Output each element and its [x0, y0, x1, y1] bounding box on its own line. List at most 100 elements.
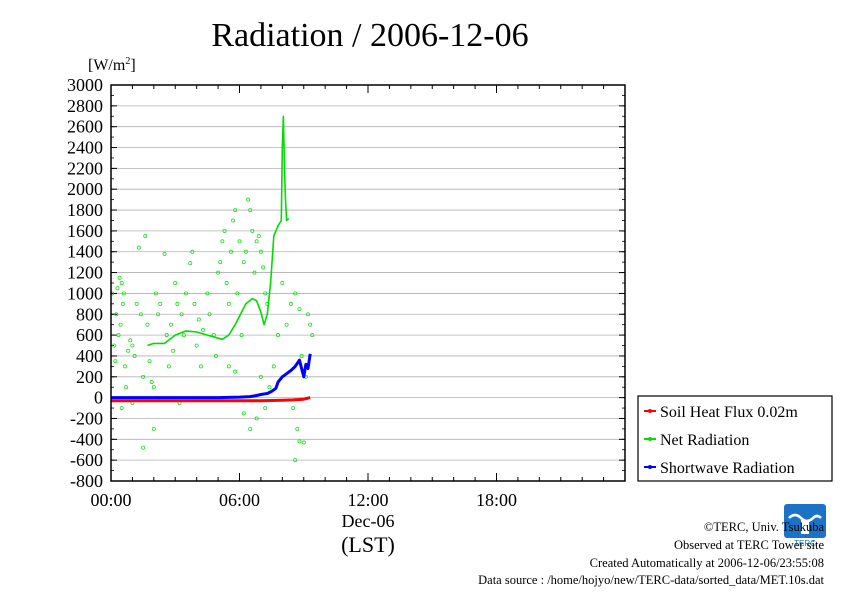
net-radiation-point — [192, 301, 197, 306]
net-radiation-point — [156, 312, 161, 317]
x-date-label: Dec-06 — [342, 511, 395, 531]
source-text: Data source : /home/hojyo/new/TERC-data/… — [478, 573, 824, 587]
net-radiation-point — [241, 260, 246, 265]
logo-stem — [801, 520, 809, 534]
y-tick-label: 600 — [76, 325, 103, 345]
net-radiation-point — [196, 317, 201, 322]
net-radiation-point — [258, 374, 263, 379]
net-radiation-point — [201, 327, 206, 332]
x-tick-label: 00:00 — [90, 490, 131, 510]
net-radiation-point — [119, 281, 124, 285]
net-radiation-point — [169, 322, 173, 327]
net-radiation-point — [151, 385, 156, 390]
net-radiation-point — [141, 374, 146, 379]
plot-frame — [110, 84, 626, 482]
y-tick-label: 400 — [76, 346, 103, 366]
net-radiation-point — [143, 234, 148, 239]
y-tick-label: 200 — [76, 367, 103, 387]
y-axis-unit-label: [W/m2] — [88, 56, 136, 74]
net-radiation-point — [295, 426, 300, 431]
net-radiation-point — [258, 249, 263, 254]
net-radiation-point — [228, 249, 233, 254]
net-radiation-point — [145, 322, 150, 327]
net-radiation-point — [291, 406, 295, 411]
y-tick-label: 2800 — [67, 96, 103, 116]
legend-marker — [648, 437, 652, 441]
net-radiation-point — [112, 343, 117, 348]
net-radiation-point — [171, 348, 176, 353]
net-radiation-point — [231, 218, 236, 223]
net-radiation-point — [239, 333, 244, 338]
net-radiation-point — [233, 369, 238, 374]
net-radiation-point — [271, 364, 276, 369]
net-radiation-point — [308, 322, 313, 327]
y-tick-label: 800 — [76, 304, 103, 324]
net-radiation-point — [263, 291, 268, 296]
net-radiation-point — [297, 439, 302, 444]
net-radiation-point — [297, 307, 302, 312]
net-radiation-scatter — [110, 197, 315, 463]
net-radiation-point — [207, 312, 212, 317]
x-tick-label: 06:00 — [219, 490, 260, 510]
net-radiation-point — [149, 380, 154, 384]
footer-credits: ©TERC, Univ. Tsukuba Observed at TERC To… — [478, 520, 824, 587]
net-radiation-point — [122, 364, 127, 369]
y-tick-label: 3000 — [67, 75, 103, 95]
net-radiation-point — [121, 291, 126, 296]
y-tick-label: 1000 — [67, 283, 103, 303]
net-radiation-point — [224, 281, 229, 285]
net-radiation-point — [276, 333, 280, 338]
soil-heat-flux-0-02m-line — [111, 396, 311, 403]
net-radiation-point — [198, 364, 203, 369]
net-radiation-point — [233, 208, 238, 213]
legend: Soil Heat Flux 0.02m Net Radiation Shortwa… — [637, 395, 833, 482]
net-radiation-point — [181, 333, 186, 338]
y-tick-label: -600 — [70, 450, 103, 470]
net-radiation-point — [194, 343, 199, 348]
net-radiation-point — [235, 291, 240, 296]
observed-text: Observed at TERC Tower site — [674, 538, 824, 552]
logo-text: TERC — [794, 539, 816, 548]
y-tick-label: 1400 — [67, 242, 103, 262]
net-radiation-point — [117, 275, 122, 280]
net-radiation-point — [190, 249, 195, 254]
net-radiation-point — [243, 249, 248, 254]
net-radiation-point — [118, 322, 123, 327]
net-radiation-point — [213, 353, 218, 358]
y-tick-label: 1200 — [67, 263, 103, 283]
net-radiation-point — [113, 359, 118, 364]
legend-box — [637, 395, 833, 482]
chart-title: Radiation / 2006-12-06 — [211, 17, 528, 54]
legend-label: Shortwave Radiation — [660, 460, 795, 477]
y-tick-label: -800 — [70, 471, 103, 491]
series-lines — [111, 115, 312, 403]
net-radiation-point — [299, 353, 304, 358]
x-tick-labels: 00:00 06:00 12:00 18:00 — [90, 490, 517, 510]
net-radiation-point — [216, 270, 221, 275]
net-radiation-point — [310, 333, 315, 338]
net-radiation-point — [166, 364, 171, 369]
net-radiation-point — [254, 416, 259, 421]
net-radiation-point — [248, 426, 253, 431]
y-tick-label: -200 — [70, 408, 103, 428]
legend-marker — [648, 409, 652, 413]
net-radiation-point — [301, 440, 306, 445]
net-radiation-point — [173, 281, 178, 285]
net-radiation-point — [136, 245, 141, 250]
y-tick-label: 2400 — [67, 138, 103, 158]
net-radiation-point — [188, 261, 193, 266]
net-radiation-point — [184, 291, 188, 296]
net-radiation-point — [132, 353, 137, 358]
net-radiation-line — [147, 115, 290, 347]
net-radiation-point — [256, 234, 261, 239]
net-radiation-point — [246, 197, 251, 202]
net-radiation-point — [179, 312, 184, 317]
net-radiation-point — [114, 312, 119, 317]
net-radiation-point — [164, 333, 169, 338]
net-radiation-point — [218, 260, 223, 265]
net-radiation-point — [293, 458, 298, 463]
net-radiation-point — [288, 301, 293, 306]
legend-label: Soil Heat Flux 0.02m — [660, 404, 798, 421]
y-tick-label: 1600 — [67, 221, 103, 241]
net-radiation-point — [126, 348, 131, 353]
